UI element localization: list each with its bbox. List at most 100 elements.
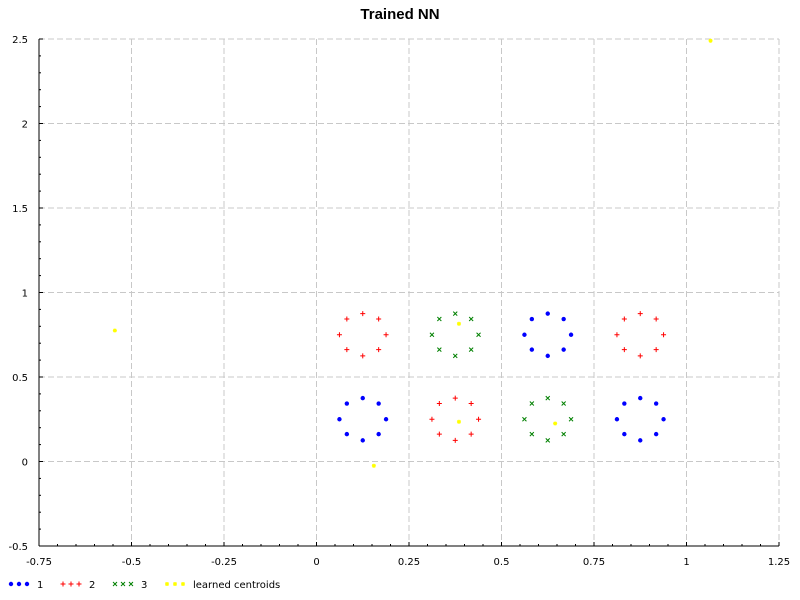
- data-point: [661, 417, 666, 422]
- data-point: [468, 401, 474, 407]
- data-point: [452, 353, 458, 359]
- data-point: [529, 347, 535, 352]
- data-point: [452, 437, 458, 443]
- x-tick-label: 0.25: [398, 557, 420, 568]
- x-tick-label: 1.25: [768, 557, 790, 568]
- legend-marker: [8, 581, 14, 587]
- data-point: [568, 416, 574, 422]
- data-point: [661, 332, 667, 338]
- legend-label: 2: [89, 580, 95, 591]
- data-point: [468, 431, 474, 437]
- data-point: [638, 438, 643, 443]
- data-point: [638, 395, 643, 401]
- data-point: [376, 316, 382, 322]
- data-point: [344, 431, 350, 437]
- data-point: [452, 395, 458, 401]
- legend-marker: [120, 581, 126, 587]
- series-0: [337, 311, 666, 443]
- data-point: [429, 416, 435, 422]
- data-point: [637, 311, 643, 317]
- y-tick-label: 2: [22, 120, 28, 131]
- series-1: [336, 311, 667, 443]
- data-point: [336, 332, 342, 338]
- legend-marker: [165, 582, 169, 586]
- legend-marker: [112, 581, 118, 587]
- data-point: [360, 395, 365, 401]
- data-point: [337, 417, 342, 422]
- data-point: [522, 416, 527, 422]
- legend-marker: [76, 581, 82, 587]
- data-point: [371, 463, 376, 468]
- legend-marker: [173, 582, 177, 586]
- data-point: [360, 311, 366, 317]
- legend-marker: [16, 581, 22, 587]
- x-tick-label: 0.5: [494, 557, 510, 568]
- legend-marker: [24, 581, 30, 587]
- y-tick-label: 2.5: [12, 35, 28, 46]
- data-points: [112, 38, 713, 468]
- data-point: [360, 353, 366, 359]
- data-point: [112, 328, 117, 333]
- data-point: [545, 395, 551, 401]
- x-tick-label: 0: [313, 557, 319, 568]
- legend-item-0: 1: [8, 580, 43, 591]
- data-point: [376, 347, 382, 353]
- data-point: [522, 332, 527, 337]
- chart-title: Trained NN: [360, 6, 439, 23]
- data-point: [436, 316, 442, 322]
- legend: 1 2 3 learned centroids: [8, 580, 280, 591]
- data-point: [529, 401, 535, 406]
- data-point: [468, 347, 474, 352]
- axes: -0.75 -0.5 -0.25 0 0.25 0.5 0.75 1 1.25 -0.5 0 0.5 1…: [8, 35, 790, 568]
- data-point: [653, 401, 659, 406]
- series-3: [112, 38, 713, 468]
- data-point: [561, 347, 566, 352]
- series-2: [429, 311, 574, 443]
- data-point: [383, 332, 389, 338]
- x-tick-label: -0.25: [211, 557, 237, 568]
- legend-item-3: learned centroids: [165, 580, 280, 591]
- legend-item-2: 3: [112, 580, 147, 591]
- data-point: [476, 332, 481, 338]
- x-tick-label: -0.75: [26, 557, 52, 568]
- data-point: [344, 347, 350, 353]
- x-tick-label: 1: [683, 557, 689, 568]
- data-point: [622, 401, 627, 406]
- y-tick-label: 1: [22, 289, 28, 300]
- data-point: [456, 321, 461, 326]
- data-point: [383, 417, 389, 422]
- data-point: [436, 347, 442, 352]
- data-point: [452, 311, 458, 316]
- data-point: [653, 316, 659, 322]
- data-point: [561, 401, 567, 406]
- legend-label: 3: [141, 580, 147, 591]
- data-point: [545, 353, 550, 359]
- data-point: [344, 401, 350, 406]
- y-tick-label: 0.5: [12, 373, 28, 384]
- y-tick-label: 0: [22, 458, 28, 469]
- data-point: [568, 332, 574, 337]
- x-tick-label: 0.75: [583, 557, 605, 568]
- data-point: [622, 431, 627, 437]
- x-tick-label: -0.5: [122, 557, 142, 568]
- data-point: [376, 401, 381, 406]
- y-tick-label: -0.5: [8, 542, 28, 553]
- legend-label: learned centroids: [193, 580, 280, 591]
- data-point: [561, 431, 567, 437]
- legend-marker: [68, 581, 74, 587]
- data-point: [561, 316, 566, 322]
- data-point: [637, 353, 643, 359]
- data-point: [468, 316, 474, 322]
- data-point: [456, 419, 461, 424]
- legend-marker: [181, 582, 185, 586]
- data-point: [529, 316, 535, 322]
- data-point: [476, 416, 482, 422]
- data-point: [429, 332, 435, 338]
- data-point: [621, 316, 627, 322]
- data-point: [614, 417, 620, 422]
- data-point: [653, 431, 659, 437]
- data-point: [436, 431, 442, 437]
- data-point: [436, 401, 442, 407]
- data-point: [545, 311, 550, 316]
